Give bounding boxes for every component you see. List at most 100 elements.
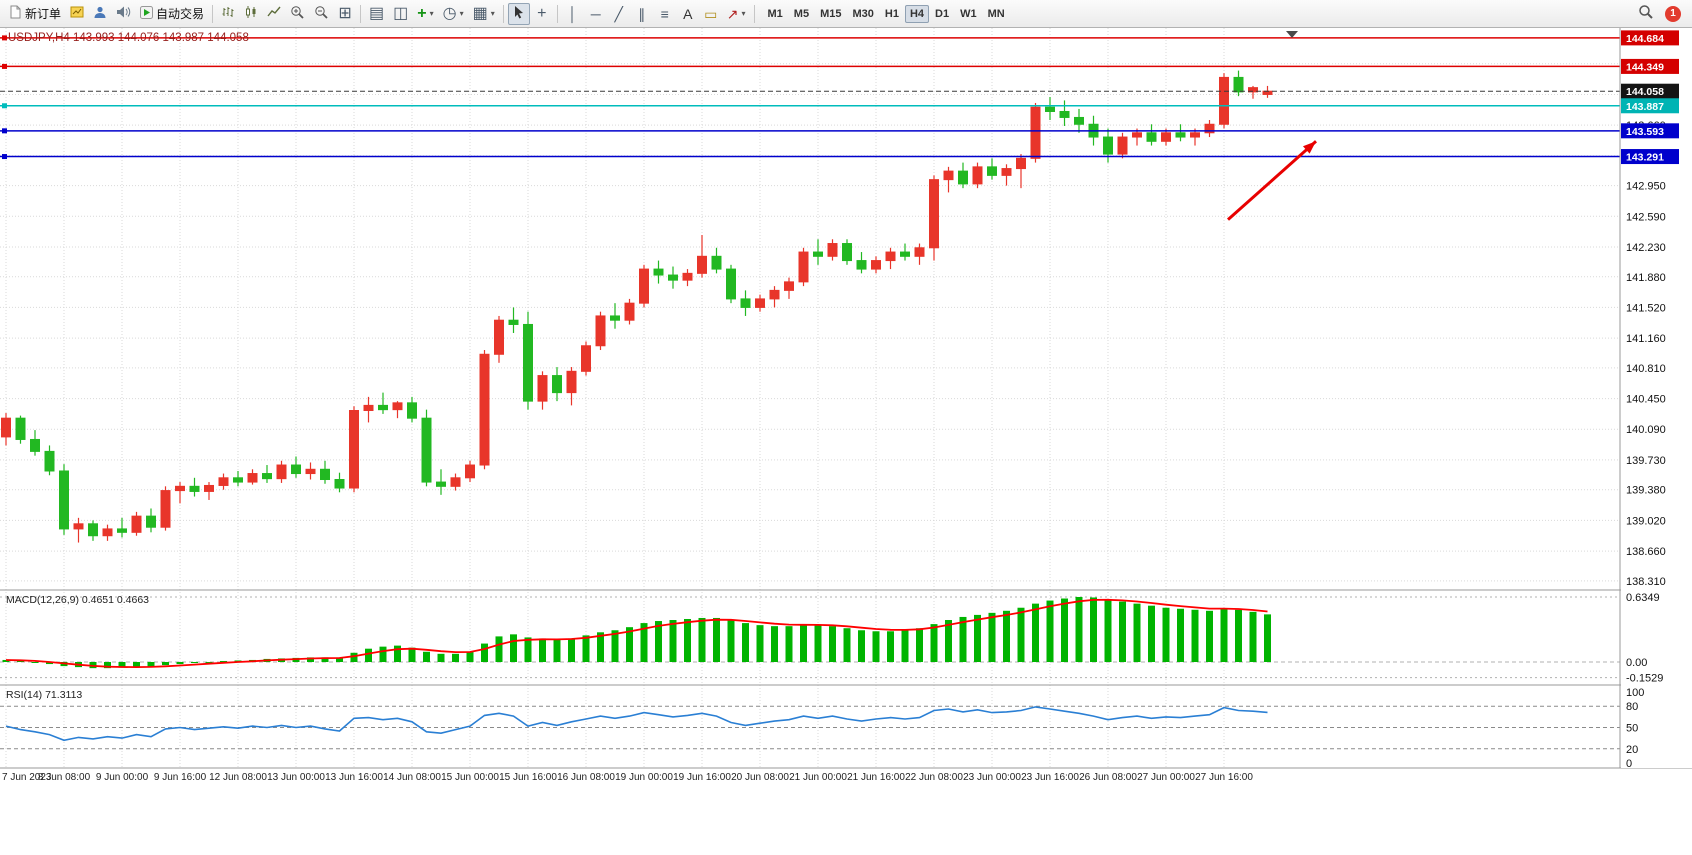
candle-bullish — [972, 166, 983, 185]
macd-histogram-bar — [988, 612, 996, 662]
candle-bullish — [798, 251, 809, 283]
support-line-badge — [1621, 98, 1679, 114]
candle-bullish — [1219, 76, 1229, 125]
zoom-out-button[interactable] — [310, 3, 333, 25]
text-button[interactable]: A — [677, 3, 699, 25]
macd-histogram-bar — [698, 617, 706, 662]
price-axis-label: 138.310 — [1626, 576, 1666, 588]
macd-histogram-bar — [1206, 610, 1213, 662]
arrows-button[interactable]: ↗ ▾ — [723, 3, 750, 25]
profiles-button[interactable] — [89, 3, 111, 25]
price-axis-label: 140.450 — [1626, 394, 1666, 406]
candle-bullish — [1030, 106, 1041, 159]
search-button[interactable] — [1634, 3, 1658, 25]
navigator-button[interactable]: ◫ — [389, 3, 412, 25]
resistance-line-1-handle[interactable] — [2, 35, 7, 41]
macd-histogram-bar — [582, 635, 590, 662]
timeframe-button-H4[interactable]: H4 — [904, 4, 930, 23]
cursor-button[interactable] — [507, 2, 530, 25]
time-axis-label: 27 Jun 16:00 — [1195, 772, 1253, 783]
candle-bearish — [30, 438, 40, 452]
timeframe-button-MN[interactable]: MN — [983, 5, 1010, 23]
macd-histogram-bar — [553, 639, 561, 662]
autotrading-button[interactable]: 自动交易 — [136, 3, 208, 25]
candle-bullish — [363, 404, 374, 412]
templates-button[interactable]: ▦ ▾ — [469, 3, 499, 25]
macd-histogram-bar — [1191, 609, 1199, 662]
indicators-button[interactable]: + ▾ — [413, 3, 437, 25]
timeframe-button-H1[interactable]: H1 — [880, 5, 904, 23]
timeframe-button-M30[interactable]: M30 — [847, 5, 878, 23]
timeframe-button-D1[interactable]: D1 — [930, 5, 954, 23]
new-order-button[interactable]: 新订单 — [5, 3, 65, 25]
text-label-button[interactable]: ▭ — [700, 3, 722, 25]
resistance-line-2-handle[interactable] — [2, 63, 7, 69]
time-axis-label: 7 Jun 2023 — [2, 772, 52, 783]
macd-histogram-bar — [365, 648, 372, 662]
macd-histogram-bar — [408, 647, 416, 662]
candlestick-chart-button[interactable] — [240, 3, 262, 25]
trendline-icon: ╱ — [614, 5, 623, 22]
price-axis-label: 139.380 — [1626, 485, 1666, 497]
vertical-line-icon: │ — [568, 5, 578, 22]
timeframe-button-M15[interactable]: M15 — [815, 5, 846, 23]
bar-chart-button[interactable] — [217, 3, 239, 25]
zoom-out-icon — [314, 5, 329, 23]
timeframe-button-M5[interactable]: M5 — [789, 5, 814, 23]
vertical-line-button[interactable]: │ — [562, 3, 584, 25]
current-price-badge-label: 144.058 — [1626, 86, 1664, 98]
candle-bullish — [1016, 157, 1026, 170]
channel-button[interactable]: ∥ — [631, 3, 653, 25]
candle-bearish — [262, 473, 272, 480]
macd-histogram-bar — [162, 662, 169, 666]
annotation-arrow[interactable] — [1227, 140, 1317, 221]
crosshair-icon: + — [537, 4, 547, 22]
macd-histogram-bar — [481, 643, 488, 662]
candle-bullish — [1204, 123, 1215, 134]
candle-bearish — [44, 450, 55, 472]
rsi-indicator-label: RSI(14) 71.3113 — [6, 689, 82, 701]
macd-histogram-bar — [205, 662, 213, 663]
tile-windows-button[interactable]: ⊞ — [334, 3, 356, 25]
time-axis-label: 21 Jun 00:00 — [789, 772, 847, 783]
line-chart-button[interactable] — [263, 3, 285, 25]
time-axis-label: 22 Jun 08:00 — [905, 772, 963, 783]
macd-histogram-bar — [423, 651, 430, 662]
market-watch-button[interactable] — [112, 3, 135, 25]
candle-bullish — [1248, 87, 1258, 93]
trendline-button[interactable]: ╱ — [608, 3, 630, 25]
time-axis-label: 27 Jun 00:00 — [1137, 772, 1195, 783]
toolbar-separator — [212, 4, 214, 23]
chart-shift-marker[interactable] — [1286, 31, 1298, 38]
text-icon: A — [683, 5, 693, 22]
timeframe-button-W1[interactable]: W1 — [955, 5, 982, 23]
autotrading-icon — [140, 5, 154, 22]
candle-bearish — [523, 323, 533, 402]
macd-histogram-bar — [930, 624, 938, 662]
timeframe-button-M1[interactable]: M1 — [763, 5, 788, 23]
crosshair-button[interactable]: + — [531, 3, 553, 25]
chart-ohlc-title: USDJPY,H4 143.993 144.076 143.987 144.05… — [8, 32, 249, 44]
data-window-button[interactable]: ▤ — [365, 3, 388, 25]
periods-button[interactable]: ◷ ▾ — [439, 3, 468, 25]
zoom-in-icon — [290, 5, 305, 23]
macd-histogram-bar — [379, 646, 387, 662]
horizontal-line-button[interactable]: ─ — [585, 3, 607, 25]
support-line-2-handle[interactable] — [2, 128, 7, 134]
candle-bearish — [334, 479, 345, 489]
support-line-3-handle[interactable] — [2, 154, 7, 160]
candle-bearish — [987, 166, 997, 176]
annotation-arrow-head — [1302, 141, 1316, 154]
chart-canvas[interactable]: 144.380144.020143.660143.300142.950142.5… — [0, 28, 1692, 850]
notification-badge[interactable]: 1 — [1665, 5, 1681, 22]
candle-bullish — [827, 243, 838, 257]
fibonacci-button[interactable]: ≡ — [654, 3, 676, 25]
macd-histogram-bar — [814, 625, 822, 662]
candle-bearish — [1103, 136, 1113, 155]
new-chart-button[interactable] — [66, 3, 88, 25]
rsi-axis-label: 100 — [1626, 687, 1644, 699]
macd-histogram-bar — [118, 662, 126, 668]
candle-bullish — [1132, 132, 1142, 138]
zoom-in-button[interactable] — [286, 3, 309, 25]
support-line-1-handle[interactable] — [2, 103, 7, 109]
